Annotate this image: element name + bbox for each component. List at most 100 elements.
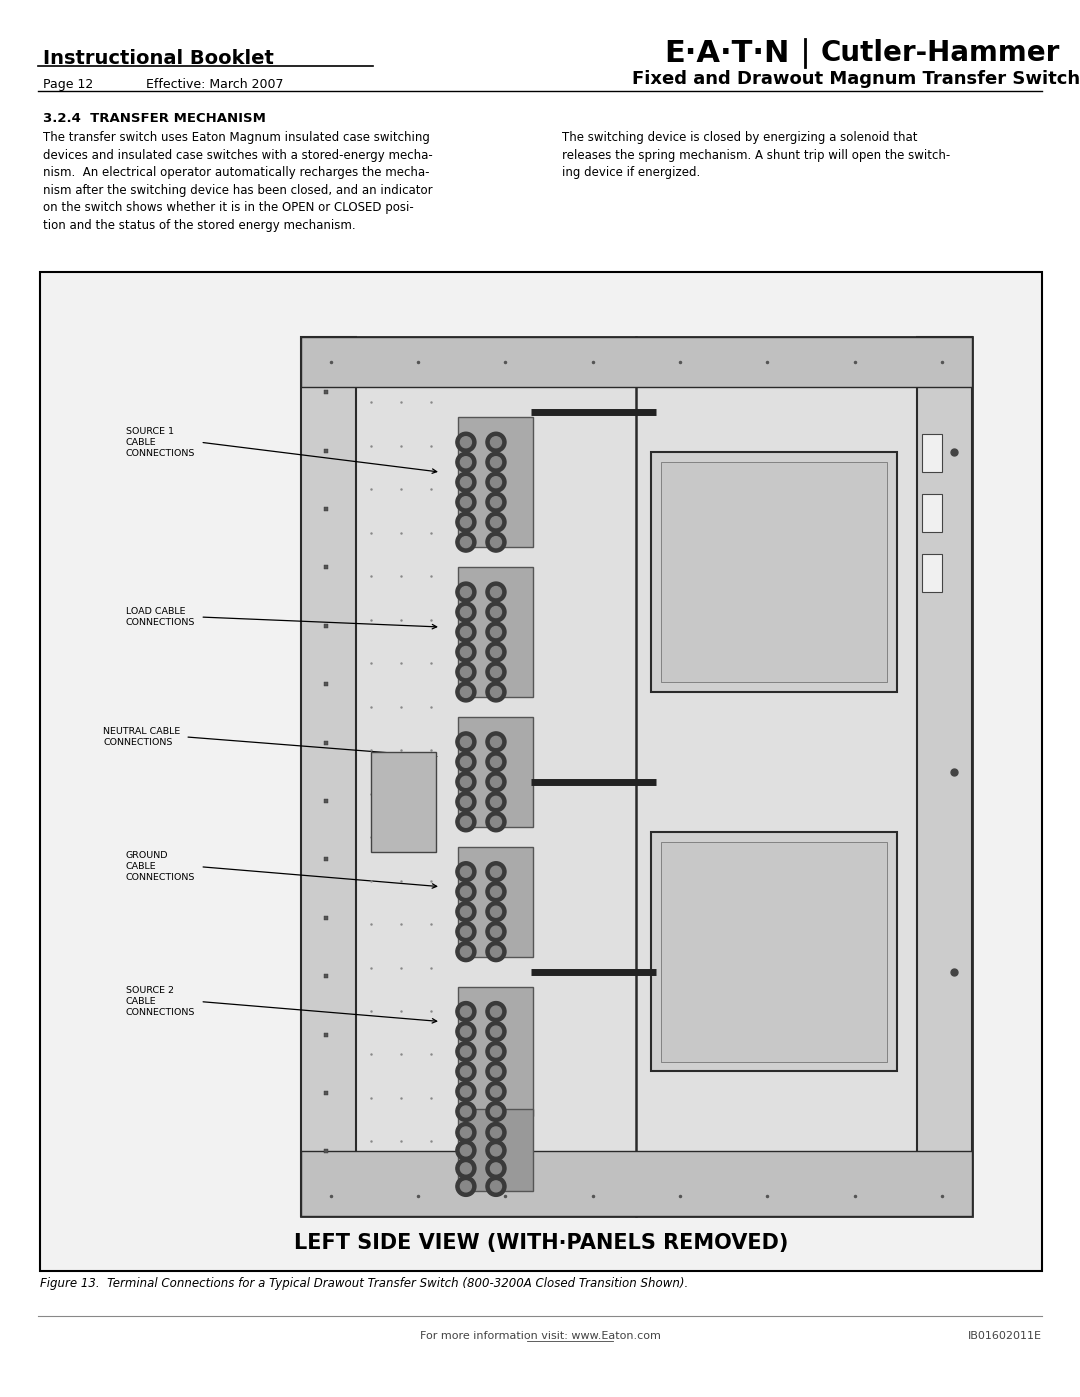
Circle shape	[460, 1046, 472, 1058]
Circle shape	[456, 662, 476, 682]
Circle shape	[460, 816, 472, 827]
Text: Cutler-Hammer: Cutler-Hammer	[821, 39, 1061, 67]
Circle shape	[486, 453, 507, 472]
Circle shape	[486, 1176, 507, 1196]
Circle shape	[460, 517, 472, 528]
Circle shape	[456, 532, 476, 552]
Circle shape	[456, 942, 476, 961]
Circle shape	[490, 926, 501, 937]
Circle shape	[490, 666, 501, 678]
Circle shape	[460, 1106, 472, 1118]
Circle shape	[486, 771, 507, 792]
Circle shape	[490, 736, 501, 747]
Bar	[370, 752, 436, 852]
Circle shape	[460, 666, 472, 678]
Circle shape	[456, 1002, 476, 1021]
Circle shape	[486, 922, 507, 942]
Circle shape	[460, 756, 472, 767]
Circle shape	[490, 536, 501, 548]
Circle shape	[460, 926, 472, 937]
Circle shape	[460, 1146, 472, 1155]
Circle shape	[456, 1122, 476, 1143]
Circle shape	[460, 1006, 472, 1017]
Bar	[458, 1109, 534, 1192]
Bar	[458, 567, 534, 697]
Bar	[458, 847, 534, 957]
Circle shape	[486, 583, 507, 602]
Circle shape	[486, 752, 507, 771]
Circle shape	[456, 792, 476, 812]
Circle shape	[460, 796, 472, 807]
Circle shape	[456, 922, 476, 942]
Circle shape	[486, 1062, 507, 1081]
Circle shape	[456, 602, 476, 622]
Text: LOAD CABLE
CONNECTIONS: LOAD CABLE CONNECTIONS	[126, 606, 195, 627]
Circle shape	[486, 492, 507, 513]
Circle shape	[486, 1122, 507, 1143]
Circle shape	[460, 686, 472, 697]
Circle shape	[456, 1042, 476, 1062]
Circle shape	[486, 432, 507, 453]
Circle shape	[490, 1162, 501, 1173]
Circle shape	[456, 643, 476, 662]
Circle shape	[460, 1127, 472, 1139]
Circle shape	[460, 497, 472, 507]
Bar	[300, 337, 972, 1217]
Bar	[922, 495, 942, 532]
Circle shape	[490, 796, 501, 807]
Circle shape	[490, 437, 501, 447]
Circle shape	[490, 587, 501, 598]
Circle shape	[456, 583, 476, 602]
Circle shape	[490, 457, 501, 468]
Circle shape	[460, 1066, 472, 1077]
Circle shape	[486, 732, 507, 752]
Circle shape	[456, 492, 476, 513]
Bar	[458, 418, 534, 548]
Circle shape	[486, 862, 507, 882]
Circle shape	[456, 1158, 476, 1179]
Circle shape	[490, 476, 501, 488]
Bar	[661, 842, 887, 1062]
Circle shape	[486, 882, 507, 901]
Circle shape	[486, 1081, 507, 1101]
Circle shape	[456, 882, 476, 901]
Text: SOURCE 1
CABLE
CONNECTIONS: SOURCE 1 CABLE CONNECTIONS	[126, 426, 195, 458]
Text: GROUND
CABLE
CONNECTIONS: GROUND CABLE CONNECTIONS	[126, 851, 195, 883]
Bar	[922, 555, 942, 592]
Circle shape	[456, 901, 476, 922]
Bar	[661, 462, 887, 682]
Circle shape	[456, 812, 476, 831]
Circle shape	[460, 536, 472, 548]
Bar	[300, 337, 355, 1217]
Circle shape	[486, 602, 507, 622]
Circle shape	[486, 513, 507, 532]
Circle shape	[456, 752, 476, 771]
Text: The switching device is closed by energizing a solenoid that
releases the spring: The switching device is closed by energi…	[562, 131, 949, 179]
Circle shape	[490, 647, 501, 658]
Text: For more information visit: www.Eaton.com: For more information visit: www.Eaton.co…	[419, 1331, 661, 1341]
Bar	[917, 337, 972, 1217]
Circle shape	[486, 662, 507, 682]
Text: Figure 13.  Terminal Connections for a Typical Drawout Transfer Switch (800-3200: Figure 13. Terminal Connections for a Ty…	[40, 1277, 688, 1289]
Circle shape	[460, 777, 472, 788]
Circle shape	[486, 792, 507, 812]
Circle shape	[490, 626, 501, 637]
Circle shape	[460, 946, 472, 957]
Circle shape	[460, 886, 472, 897]
Circle shape	[460, 476, 472, 488]
Circle shape	[490, 886, 501, 897]
Circle shape	[460, 866, 472, 877]
Circle shape	[456, 682, 476, 701]
Circle shape	[456, 1081, 476, 1101]
Circle shape	[490, 1180, 501, 1192]
Circle shape	[486, 1042, 507, 1062]
Bar	[458, 717, 534, 827]
Bar	[458, 986, 534, 1116]
Circle shape	[486, 942, 507, 961]
Circle shape	[456, 1062, 476, 1081]
Bar	[922, 434, 942, 472]
Circle shape	[486, 812, 507, 831]
Circle shape	[486, 682, 507, 701]
Text: SOURCE 2
CABLE
CONNECTIONS: SOURCE 2 CABLE CONNECTIONS	[126, 986, 195, 1017]
Circle shape	[460, 1025, 472, 1037]
